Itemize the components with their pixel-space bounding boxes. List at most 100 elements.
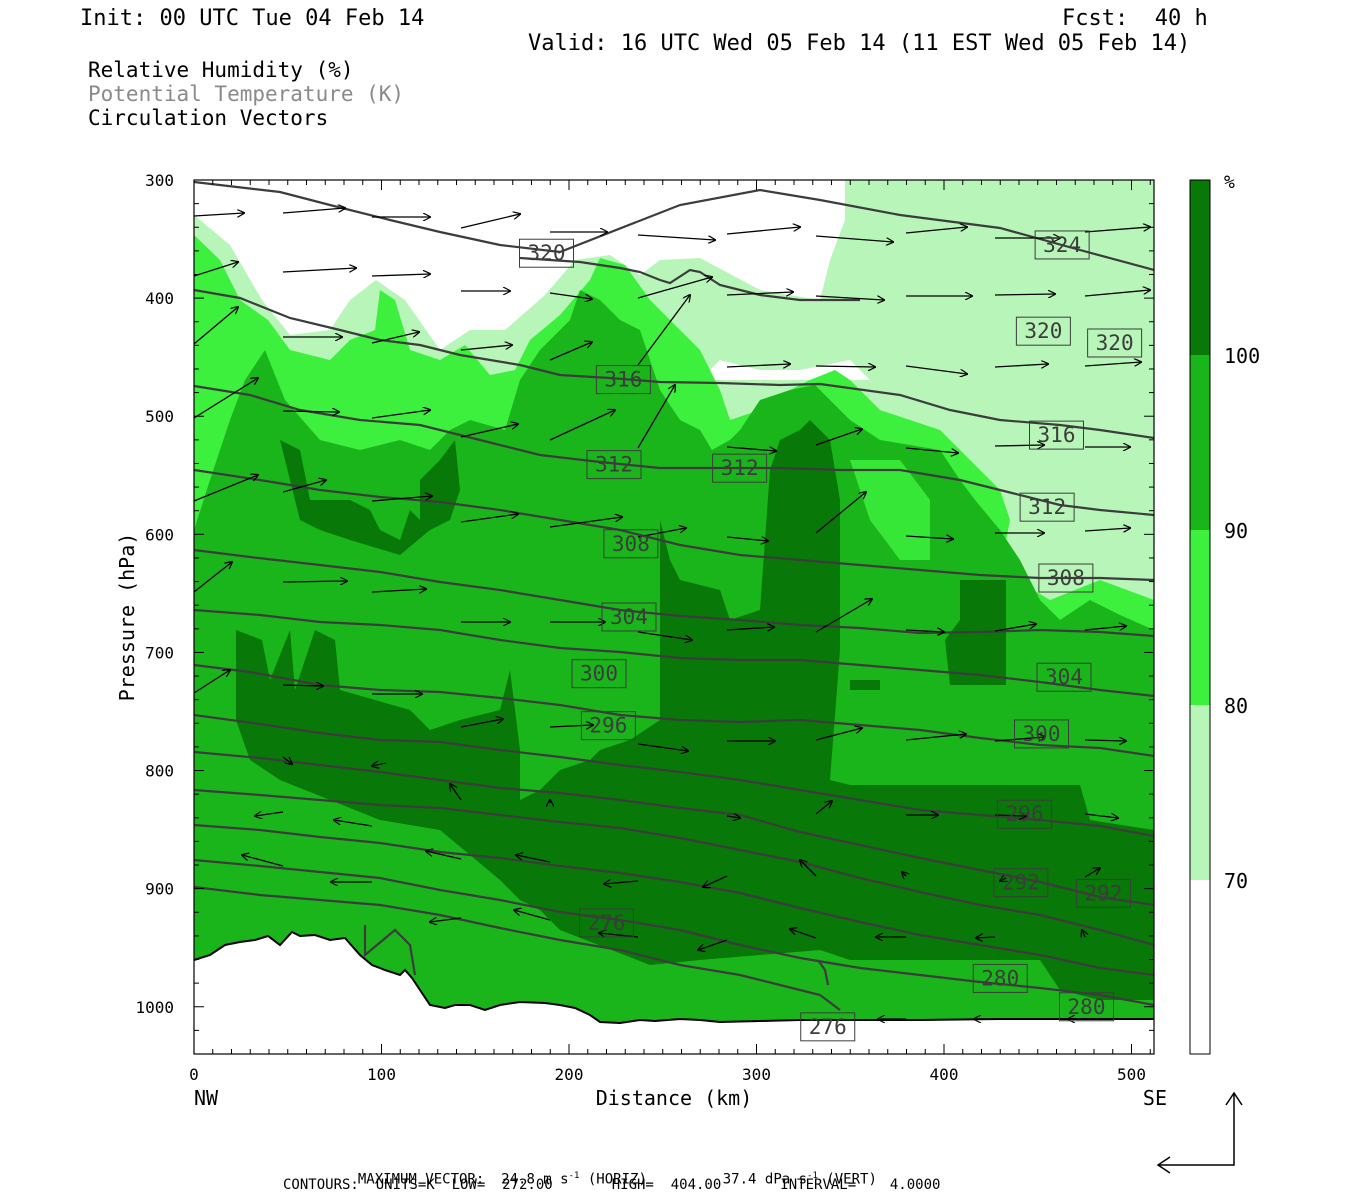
y-tick-label: 300: [145, 171, 174, 190]
isentrope-label: 312: [586, 450, 642, 480]
isentrope-label: 316: [1029, 420, 1084, 450]
colorbar-label-70: 70: [1224, 869, 1248, 893]
y-axis-label: Pressure (hPa): [115, 533, 139, 702]
y-tick-label: 1000: [135, 998, 174, 1017]
max-vector-label: MAXIMUM VECTOR:: [357, 1171, 485, 1188]
isentrope-label-text: 292: [1002, 871, 1040, 895]
isentrope-label: 300: [571, 659, 627, 689]
x-tick-labels: 0 100 200 300 400 500: [189, 1065, 1146, 1084]
axis-ticks: [193, 179, 1154, 1055]
reference-vector: [1156, 1091, 1243, 1174]
isentrope-label-text: 276: [809, 1015, 847, 1039]
isentrope-label: 304: [1036, 662, 1092, 692]
colorbar-70: [1190, 705, 1210, 880]
isentrope-label-text: 304: [1045, 665, 1083, 689]
terrain-outline: [193, 930, 1154, 1025]
y-tick-label: 400: [145, 289, 174, 308]
isentrope-label: 308: [1038, 563, 1094, 593]
y-tick-label: 700: [145, 643, 174, 662]
isentrope-272b: [817, 959, 830, 986]
isentrope-288: [194, 788, 1154, 947]
isentrope-label-text: 304: [610, 605, 648, 629]
x-tick-label: 200: [555, 1065, 584, 1084]
isentrope-label: 280: [1059, 992, 1114, 1022]
isentrope-280: [194, 858, 1154, 1007]
colorbar-label-100: 100: [1224, 344, 1260, 368]
isentrope-304: [194, 608, 1154, 698]
max-vector-horiz: 24.8 m s: [501, 1171, 569, 1188]
isentrope-312: [194, 468, 1154, 582]
isentrope-label: 296: [580, 711, 636, 741]
isentrope-label-text: 296: [589, 714, 627, 738]
rh-fill: [194, 180, 1154, 1054]
isentrope-276: [194, 885, 841, 1011]
y-tick-label: 800: [145, 762, 174, 781]
vert-exponent: -1: [807, 1171, 818, 1181]
isentrope-label-text: 316: [1038, 423, 1076, 447]
isentrope-label-text: 308: [612, 532, 650, 556]
horiz-exponent: -1: [568, 1171, 580, 1181]
isentrope-label: 312: [1019, 492, 1075, 522]
isentrope-label-text: 308: [1047, 566, 1085, 590]
isentrope-label-text: 300: [1023, 722, 1061, 746]
vert-unit: (VERT): [826, 1171, 877, 1188]
max-vector-vert: 37.4 dPa s: [722, 1171, 808, 1188]
x-tick-label: 0: [189, 1065, 199, 1084]
isentrope-label-text: 320: [1024, 319, 1062, 343]
isentropes: [194, 180, 1154, 1011]
y-tick-label: 900: [145, 880, 174, 899]
isentrope-label-text: 276: [588, 911, 626, 935]
isentrope-label-text: 296: [1006, 802, 1044, 826]
endpoint-right: SE: [1143, 1086, 1167, 1110]
isentrope-label: 320: [519, 238, 574, 268]
circulation-vectors: [194, 208, 1150, 1019]
isentrope-label-text: 316: [604, 368, 642, 392]
isentrope-label-text: 324: [1043, 233, 1081, 257]
isentrope-label: 320: [1087, 328, 1143, 358]
colorbar: % 70 80 90 100: [1189, 172, 1260, 1055]
isentrope-label: 292: [1075, 878, 1131, 908]
colorbar-80: [1190, 530, 1210, 705]
init-time: Init: 00 UTC Tue 04 Feb 14: [80, 6, 425, 31]
legend-relative-humidity: Relative Humidity (%): [88, 58, 354, 82]
isentrope-320-upper: [519, 256, 860, 302]
terrain: [194, 932, 1154, 1054]
rh-band-100: [236, 420, 1154, 1000]
legend-potential-temperature: Potential Temperature (K): [88, 82, 405, 106]
isentrope-label: 276: [800, 1012, 856, 1042]
isentrope-label: 312: [712, 453, 768, 483]
forecast-hour: Fcst: 40 h: [1062, 6, 1208, 31]
isentrope-label-text: 320: [528, 241, 566, 265]
legend-circulation-vectors: Circulation Vectors: [88, 106, 329, 130]
isentrope-label: 300: [1014, 719, 1069, 749]
isentrope-label-text: 320: [1096, 331, 1134, 355]
isentrope-label: 304: [601, 602, 657, 632]
isentrope-284: [194, 823, 1154, 977]
isentrope-label-text: 312: [595, 453, 633, 477]
x-tick-label: 400: [930, 1065, 959, 1084]
x-tick-label: 500: [1117, 1065, 1146, 1084]
valid-time: Valid: 16 UTC Wed 05 Feb 14 (11 EST Wed …: [528, 31, 1191, 56]
isentrope-label: 316: [595, 365, 651, 395]
horiz-unit: (HORIZ): [587, 1171, 647, 1188]
x-axis-label: Distance (km): [596, 1086, 753, 1110]
isentrope-label-text: 280: [981, 966, 1019, 990]
isentrope-label-text: 292: [1084, 881, 1122, 905]
isentrope-label-text: 300: [580, 662, 618, 686]
isentrope-labels: 320 324 320 320 316 316 312 312 312 308 308 304 304 3…: [519, 230, 1143, 1042]
y-tick-label: 600: [145, 525, 174, 544]
isentrope-label: 292: [993, 868, 1049, 898]
isentrope-308: [194, 548, 1154, 638]
colorbar-label-90: 90: [1224, 519, 1248, 543]
isentrope-272: [363, 925, 417, 976]
colorbar-90: [1190, 355, 1210, 530]
max-vector-line: MAXIMUM VECTOR: 24.8 m s-1 (HORIZ) 37.4 …: [341, 1158, 877, 1187]
colorbar-label-80: 80: [1224, 694, 1248, 718]
isentrope-label: 280: [972, 963, 1028, 993]
endpoint-left: NW: [194, 1086, 219, 1110]
isentrope-320: [194, 288, 1154, 440]
plot-frame: [193, 179, 1155, 1055]
x-tick-label: 300: [742, 1065, 771, 1084]
isentrope-292: [194, 750, 1154, 907]
